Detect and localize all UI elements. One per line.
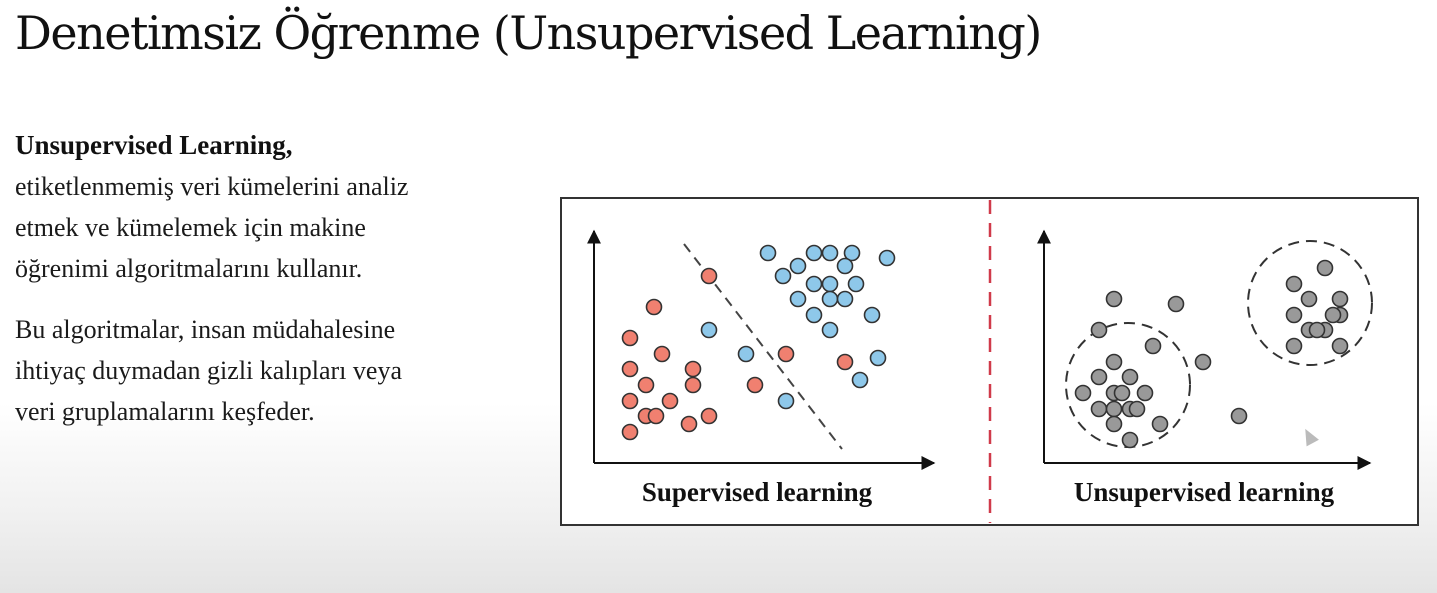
unsupervised-panel: Unsupervised learning (1037, 229, 1373, 507)
gray-data-point (1105, 415, 1123, 433)
description-text-block: Unsupervised Learning, etiketlenmemiş ve… (15, 130, 535, 432)
gray-data-point (1300, 290, 1318, 308)
paragraph-1-line: öğrenimi algoritmalarını kullanır. (15, 254, 363, 283)
red-data-point (621, 329, 639, 347)
blue-data-point (821, 290, 839, 308)
red-data-point (637, 376, 655, 394)
blue-data-point (700, 321, 718, 339)
gray-data-point (1105, 400, 1123, 418)
red-data-point (621, 423, 639, 441)
blue-data-point (805, 244, 823, 262)
blue-data-point (821, 244, 839, 262)
gray-data-point (1285, 306, 1303, 324)
gray-data-point (1308, 321, 1326, 339)
blue-data-point (805, 275, 823, 293)
blue-data-point (847, 275, 865, 293)
blue-data-point (836, 290, 854, 308)
gray-data-point (1090, 321, 1108, 339)
blue-data-point (821, 275, 839, 293)
gray-data-point (1113, 384, 1131, 402)
gray-data-point (1136, 384, 1154, 402)
red-data-point (661, 392, 679, 410)
blue-data-point (863, 306, 881, 324)
gray-data-point (1331, 290, 1349, 308)
paragraph-1: etiketlenmemiş veri kümelerini analiz et… (15, 166, 535, 289)
supervised-panel: Supervised learning (587, 229, 936, 507)
blue-data-point (789, 290, 807, 308)
cluster-boundary-2 (1247, 240, 1373, 366)
gray-data-point (1074, 384, 1092, 402)
gray-data-point (1324, 306, 1342, 324)
gray-data-point (1285, 275, 1303, 293)
lead-heading: Unsupervised Learning, (15, 130, 293, 160)
red-data-point (621, 360, 639, 378)
blue-data-point (777, 392, 795, 410)
learning-comparison-figure: Supervised learning Unsupervised learnin… (560, 197, 1420, 527)
supervised-label: Supervised learning (642, 477, 873, 507)
red-data-point (645, 298, 663, 316)
blue-data-point (836, 257, 854, 275)
gray-data-point (1128, 400, 1146, 418)
red-data-point (700, 407, 718, 425)
figure-svg: Supervised learning Unsupervised learnin… (560, 197, 1419, 526)
gray-data-point (1285, 337, 1303, 355)
gray-data-point (1151, 415, 1169, 433)
red-data-point (777, 345, 795, 363)
unsupervised-label: Unsupervised learning (1074, 477, 1335, 507)
gray-data-point (1331, 337, 1349, 355)
paragraph-2-line: ihtiyaç duymadan gizli kalıpları veya (15, 356, 402, 385)
gray-data-point (1167, 295, 1185, 313)
paragraph-1-line: etmek ve kümelemek için makine (15, 213, 366, 242)
blue-data-point (878, 249, 896, 267)
blue-data-point (774, 267, 792, 285)
red-data-point (647, 407, 665, 425)
paragraph-2: Bu algoritmalar, insan müdahalesine ihti… (15, 309, 535, 432)
red-data-point (700, 267, 718, 285)
blue-data-point (851, 371, 869, 389)
unsupervised-points (1074, 259, 1349, 449)
red-data-point (680, 415, 698, 433)
gray-data-point (1144, 337, 1162, 355)
supervised-points (621, 244, 896, 441)
red-data-point (746, 376, 764, 394)
blue-data-point (789, 257, 807, 275)
paragraph-2-line: veri gruplamalarını keşfeder. (15, 397, 315, 426)
gray-data-point (1105, 290, 1123, 308)
blue-data-point (821, 321, 839, 339)
red-data-point (653, 345, 671, 363)
red-data-point (684, 360, 702, 378)
blue-data-point (805, 306, 823, 324)
gray-data-point (1090, 400, 1108, 418)
gray-data-point (1105, 353, 1123, 371)
gray-data-point (1121, 431, 1139, 449)
gray-data-point (1316, 259, 1334, 277)
gray-data-point (1121, 368, 1139, 386)
blue-data-point (759, 244, 777, 262)
slide-title: Denetimsiz Öğrenme (Unsupervised Learnin… (15, 6, 1042, 60)
blue-data-point (869, 349, 887, 367)
gray-data-point (1090, 368, 1108, 386)
blue-data-point (737, 345, 755, 363)
paragraph-2-line: Bu algoritmalar, insan müdahalesine (15, 315, 396, 344)
red-data-point (621, 392, 639, 410)
gray-data-point (1194, 353, 1212, 371)
red-data-point (836, 353, 854, 371)
red-data-point (684, 376, 702, 394)
blue-data-point (843, 244, 861, 262)
paragraph-1-line: etiketlenmemiş veri kümelerini analiz (15, 172, 409, 201)
gray-data-point (1230, 407, 1248, 425)
